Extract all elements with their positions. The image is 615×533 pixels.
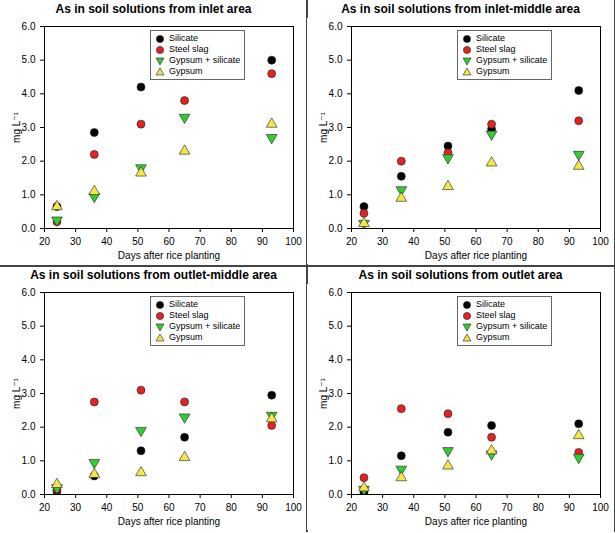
html-text:As in soil solutions from outl: As in soil solutions from outlet area: [358, 268, 563, 282]
svg-text:mg L⁻¹: mg L⁻¹: [318, 111, 329, 143]
svg-text:50: 50: [439, 236, 451, 247]
svg-text:100: 100: [285, 502, 302, 513]
svg-text:1.0: 1.0: [22, 189, 36, 200]
svg-text:mg L⁻¹: mg L⁻¹: [11, 111, 22, 143]
svg-text:60: 60: [470, 502, 482, 513]
svg-text:1.0: 1.0: [329, 189, 343, 200]
svg-text:4.0: 4.0: [22, 354, 36, 365]
svg-text:50: 50: [132, 236, 144, 247]
svg-text:80: 80: [226, 236, 238, 247]
html-text:As in soil solutions from outl: As in soil solutions from outlet-middle …: [30, 268, 277, 282]
svg-text:60: 60: [163, 236, 175, 247]
svg-text:60: 60: [163, 502, 175, 513]
html-text:Gypsum: Gypsum: [169, 66, 203, 76]
svg-text:30: 30: [377, 236, 389, 247]
html-text:Silicate: Silicate: [169, 33, 198, 43]
svg-text:0.0: 0.0: [329, 489, 343, 500]
svg-text:40: 40: [101, 502, 113, 513]
svg-text:5.0: 5.0: [329, 54, 343, 65]
svg-text:20: 20: [39, 502, 51, 513]
html-text:As in soil solutions from inle: As in soil solutions from inlet area: [55, 2, 252, 16]
svg-text:4.0: 4.0: [22, 88, 36, 99]
html-text:Silicate: Silicate: [476, 299, 505, 309]
svg-text:100: 100: [592, 502, 609, 513]
svg-text:1.0: 1.0: [329, 455, 343, 466]
html-text:As in soil solutions from inle: As in soil solutions from inlet-middle a…: [341, 2, 580, 16]
svg-text:0.0: 0.0: [22, 223, 36, 234]
svg-text:20: 20: [346, 236, 358, 247]
svg-text:Days after rice planting: Days after rice planting: [118, 516, 220, 527]
svg-text:30: 30: [70, 236, 82, 247]
html-text:Gypsum: Gypsum: [476, 332, 510, 342]
svg-text:Days after rice planting: Days after rice planting: [118, 250, 220, 261]
svg-text:20: 20: [39, 236, 51, 247]
svg-text:40: 40: [101, 236, 113, 247]
svg-text:Days after rice planting: Days after rice planting: [425, 250, 527, 261]
svg-text:3.0: 3.0: [22, 388, 36, 399]
svg-text:50: 50: [132, 502, 144, 513]
svg-text:100: 100: [592, 236, 609, 247]
svg-text:80: 80: [533, 502, 545, 513]
svg-text:100: 100: [285, 236, 302, 247]
svg-text:mg L⁻¹: mg L⁻¹: [11, 377, 22, 409]
svg-text:6.0: 6.0: [22, 21, 36, 32]
svg-text:mg L⁻¹: mg L⁻¹: [318, 377, 329, 409]
svg-text:2.0: 2.0: [329, 421, 343, 432]
html-text:Steel slag: Steel slag: [169, 44, 209, 54]
svg-text:4.0: 4.0: [329, 354, 343, 365]
svg-text:4.0: 4.0: [329, 88, 343, 99]
svg-text:40: 40: [408, 236, 420, 247]
svg-text:70: 70: [195, 236, 207, 247]
svg-text:Days after rice planting: Days after rice planting: [425, 516, 527, 527]
svg-text:5.0: 5.0: [22, 320, 36, 331]
html-text:Gypsum: Gypsum: [476, 66, 510, 76]
svg-text:80: 80: [533, 236, 545, 247]
svg-text:70: 70: [502, 236, 514, 247]
svg-text:3.0: 3.0: [329, 122, 343, 133]
html-text:Steel slag: Steel slag: [476, 310, 516, 320]
svg-text:30: 30: [377, 502, 389, 513]
svg-text:5.0: 5.0: [329, 320, 343, 331]
html-text:Gypsum + silicate: Gypsum + silicate: [476, 55, 548, 65]
svg-text:80: 80: [226, 502, 238, 513]
svg-text:1.0: 1.0: [22, 455, 36, 466]
html-text:Gypsum + silicate: Gypsum + silicate: [476, 321, 548, 331]
html-text:Gypsum + silicate: Gypsum + silicate: [169, 55, 241, 65]
svg-text:6.0: 6.0: [22, 287, 36, 298]
html-text:Steel slag: Steel slag: [169, 310, 209, 320]
html-text:Gypsum: Gypsum: [169, 332, 203, 342]
svg-text:2.0: 2.0: [329, 155, 343, 166]
svg-text:60: 60: [470, 236, 482, 247]
svg-text:0.0: 0.0: [329, 223, 343, 234]
svg-text:70: 70: [195, 502, 207, 513]
svg-text:70: 70: [502, 502, 514, 513]
svg-text:5.0: 5.0: [22, 54, 36, 65]
svg-text:90: 90: [257, 236, 269, 247]
svg-text:2.0: 2.0: [22, 421, 36, 432]
html-text:Steel slag: Steel slag: [476, 44, 516, 54]
svg-text:30: 30: [70, 502, 82, 513]
svg-text:90: 90: [564, 502, 576, 513]
html-text:Silicate: Silicate: [476, 33, 505, 43]
svg-text:90: 90: [257, 502, 269, 513]
svg-text:2.0: 2.0: [22, 155, 36, 166]
svg-text:3.0: 3.0: [22, 122, 36, 133]
svg-text:40: 40: [408, 502, 420, 513]
svg-text:6.0: 6.0: [329, 21, 343, 32]
svg-text:6.0: 6.0: [329, 287, 343, 298]
svg-text:90: 90: [564, 236, 576, 247]
html-text:Silicate: Silicate: [169, 299, 198, 309]
svg-text:0.0: 0.0: [22, 489, 36, 500]
svg-text:3.0: 3.0: [329, 388, 343, 399]
html-text:Gypsum + silicate: Gypsum + silicate: [169, 321, 241, 331]
svg-text:20: 20: [346, 502, 358, 513]
svg-text:50: 50: [439, 502, 451, 513]
